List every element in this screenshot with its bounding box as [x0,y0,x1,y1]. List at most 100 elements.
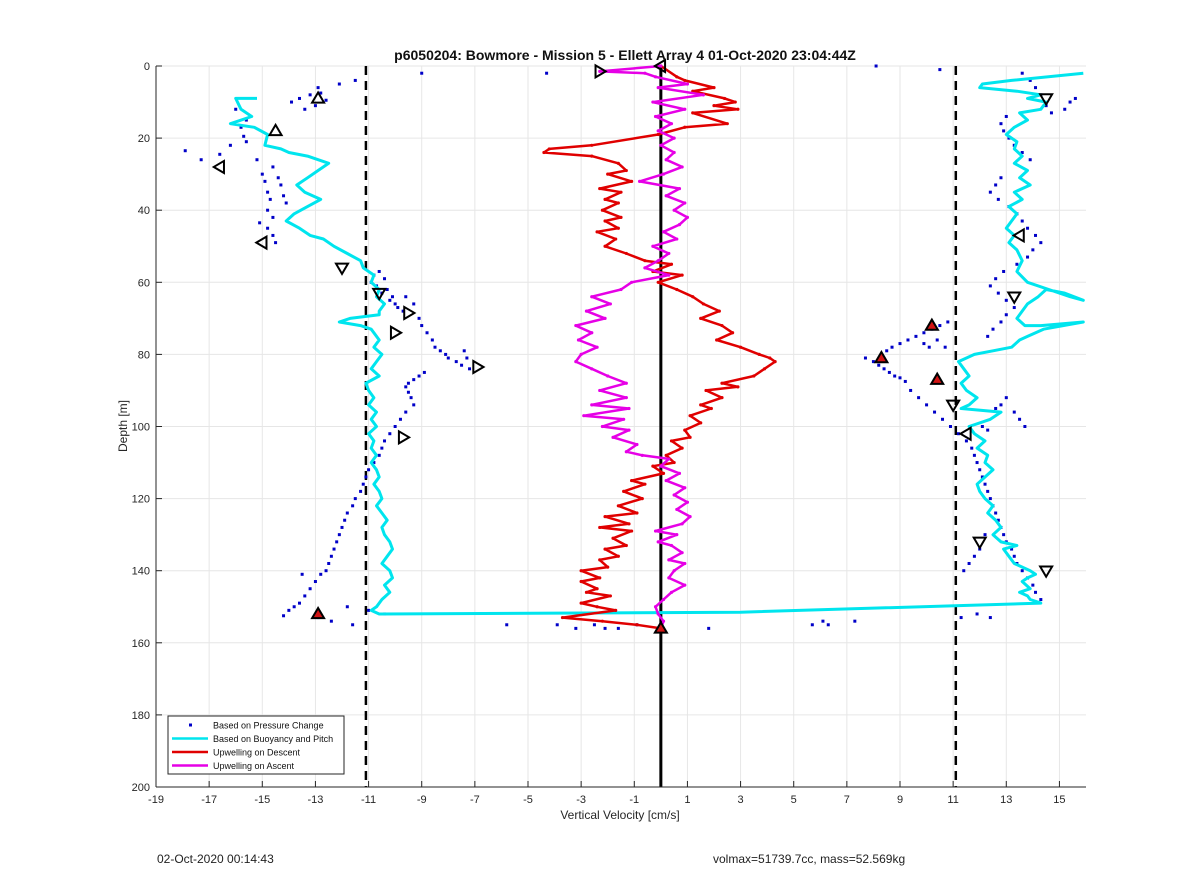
line-vertex [595,605,599,609]
data-point [962,569,966,573]
data-point [996,518,1000,522]
data-point [430,338,434,342]
data-point [1004,298,1008,302]
y-axis-label: Depth [m] [116,400,130,452]
line-vertex [677,223,682,227]
line-vertex [590,367,594,371]
x-tick-label: -3 [576,794,586,806]
data-point [946,320,950,324]
data-point [313,580,317,584]
data-point [372,461,376,465]
data-point [1028,158,1032,162]
line-vertex [680,165,684,169]
line-vertex [598,525,602,530]
line-vertex [661,230,666,234]
line-vertex [643,259,647,263]
data-point [959,616,963,620]
data-point [935,338,939,342]
data-point [383,277,387,281]
data-point [890,345,894,349]
data-point [324,98,328,102]
line-vertex [701,302,705,306]
data-point [994,511,998,515]
data-point [821,619,825,623]
data-point [986,428,990,432]
data-point [1010,547,1014,551]
line-vertex [579,601,583,605]
line-vertex [590,154,594,158]
data-point [874,64,878,68]
series-upwelling-on-descent [542,64,777,630]
line-vertex [659,464,663,468]
data-point [353,497,357,501]
data-point [988,616,992,620]
data-point [303,107,307,111]
line-vertex [622,489,626,493]
data-point [345,605,349,609]
line-vertex [630,280,634,284]
line-vertex [579,569,583,573]
data-point [996,197,1000,201]
line-vertex [656,612,660,616]
line-vertex [590,331,594,335]
line-vertex [688,414,692,418]
data-point [1004,114,1008,118]
line-vertex [624,396,628,400]
data-point [810,623,814,627]
line-vertex [661,619,666,623]
series-line [228,71,1085,616]
data-point [986,489,990,493]
data-point [863,356,867,360]
data-point [393,302,397,306]
line-vertex [656,129,660,133]
data-point [882,367,886,371]
line-vertex [691,295,695,299]
data-point [271,165,275,169]
x-tick-label: -11 [361,794,376,806]
line-vertex [603,244,607,248]
line-vertex [653,529,658,533]
line-vertex [675,237,679,241]
line-vertex [669,439,674,443]
triangle-marker [945,399,961,413]
data-point [383,439,387,443]
data-point [319,572,323,576]
data-point [893,374,897,378]
x-tick-label: 3 [738,794,744,806]
triangle-marker [334,262,350,276]
data-point [927,345,931,349]
line-vertex [595,345,599,349]
series-series [211,58,1054,634]
line-vertex [598,576,602,580]
data-point [353,78,357,82]
line-vertex [752,374,756,378]
line-vertex [664,478,668,483]
line-vertex [619,190,623,194]
line-vertex [651,100,655,104]
data-point [877,363,881,367]
data-point [988,284,992,288]
line-vertex [598,186,602,191]
line-vertex [616,504,620,508]
data-point [422,370,426,374]
line-vertex [603,197,607,201]
data-point [887,370,891,374]
x-tick-label: -5 [523,794,533,806]
data-point [260,172,264,176]
data-point [465,356,469,360]
line-vertex [624,450,628,454]
line-vertex [699,316,703,320]
data-point [1026,226,1030,230]
data-point [1034,590,1038,594]
data-point [1023,425,1027,428]
legend-label: Based on Buoyancy and Pitch [213,734,333,744]
y-tick-label: 80 [138,349,150,361]
data-point [1020,569,1024,573]
data-point [1015,262,1019,266]
data-point [826,623,830,627]
data-point [898,342,902,346]
x-tick-label: 7 [844,794,850,806]
data-point [454,360,458,364]
data-point [999,403,1003,407]
data-point [1039,241,1043,245]
